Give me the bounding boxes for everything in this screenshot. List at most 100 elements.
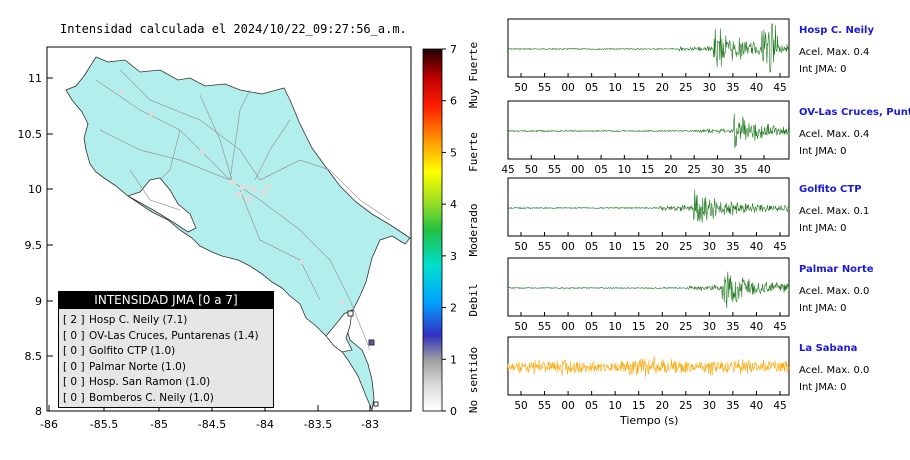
waveform-trace bbox=[507, 356, 790, 378]
waveform-trace bbox=[507, 271, 790, 309]
station-name: La Sabana bbox=[799, 343, 858, 354]
colorbar-category-label: Debil bbox=[467, 283, 480, 316]
road-network bbox=[95, 69, 391, 351]
waveform-tick-label: 45 bbox=[773, 400, 786, 412]
waveform-tick-label: 20 bbox=[656, 400, 669, 412]
waveform-tick-label: 05 bbox=[585, 241, 598, 253]
waveform-tick-label: 40 bbox=[757, 164, 770, 176]
station-name: Hosp C. Neily bbox=[799, 25, 874, 36]
station-name: Palmar Norte bbox=[799, 264, 874, 275]
colorbar-tick-label: 7 bbox=[450, 43, 457, 56]
map-x-tick-label: -84.5 bbox=[198, 418, 226, 431]
station-jma-intensity: Int JMA: 0 bbox=[799, 146, 847, 157]
map-y-tick-label: 8 bbox=[35, 405, 42, 418]
waveform-tick-label: 20 bbox=[656, 82, 669, 94]
waveform-tick-label: 10 bbox=[608, 82, 621, 94]
golfo-dulce bbox=[325, 309, 353, 353]
waveform-tick-label: 15 bbox=[632, 82, 645, 94]
map-y-tick-label: 9.5 bbox=[25, 239, 43, 252]
waveform-tick-label: 30 bbox=[703, 321, 716, 333]
colorbar-tick-label: 2 bbox=[450, 302, 457, 315]
waveform-panel: 50 55 00 05 10 15 20 25 30 35 40 45 bbox=[507, 336, 790, 412]
map-x-ticks: -86 -85.5 -85 -84.5 -84 -83.5 -83 bbox=[40, 405, 379, 431]
map-y-tick-label: 8.5 bbox=[25, 350, 43, 363]
waveform-tick-label: 00 bbox=[571, 164, 584, 176]
waveform-tick-label: 30 bbox=[711, 164, 724, 176]
legend-row: [ 0 ] OV-Las Cruces, Puntarenas (1.4) bbox=[59, 329, 273, 345]
waveform-tick-label: 20 bbox=[664, 164, 677, 176]
waveform-tick-label: 30 bbox=[703, 241, 716, 253]
waveform-tick-label: 35 bbox=[734, 164, 747, 176]
waveform-tick-label: 50 bbox=[514, 82, 527, 94]
waveform-tick-label: 30 bbox=[703, 82, 716, 94]
map-y-tick-label: 9 bbox=[35, 295, 42, 308]
waveform-panel: 50 55 00 05 10 15 20 25 30 35 40 45 bbox=[507, 18, 790, 94]
legend-row: [ 0 ] Golfito CTP (1.0) bbox=[59, 344, 273, 360]
waveform-tick-label: 10 bbox=[608, 241, 621, 253]
station-jma-intensity: Int JMA: 0 bbox=[799, 303, 847, 314]
map-y-tick-label: 10 bbox=[28, 183, 42, 196]
waveform-tick-label: 50 bbox=[514, 400, 527, 412]
legend-station: Hosp C. Neily (7.1) bbox=[89, 314, 188, 326]
station-jma-intensity: Int JMA: 0 bbox=[799, 64, 847, 75]
waveform-tick-label: 00 bbox=[561, 241, 574, 253]
waveform-tick-label: 05 bbox=[585, 400, 598, 412]
waveform-tick-label: 35 bbox=[726, 400, 739, 412]
legend-row: [ 0 ] Palmar Norte (1.0) bbox=[59, 360, 273, 376]
waveform-tick-label: 55 bbox=[538, 400, 551, 412]
map-x-tick-label: -86 bbox=[40, 418, 58, 431]
waveform-tick-label: 15 bbox=[641, 164, 654, 176]
waveform-tick-label: 10 bbox=[618, 164, 631, 176]
map-x-tick-label: -85 bbox=[150, 418, 168, 431]
map-y-ticks: 11 10.5 10 9.5 9 8.5 8 bbox=[18, 72, 53, 418]
station-jma-intensity: Int JMA: 0 bbox=[799, 223, 847, 234]
waveform-tick-label: 45 bbox=[773, 82, 786, 94]
waveform-trace bbox=[507, 189, 790, 223]
waveform-tick-label: 00 bbox=[561, 400, 574, 412]
waveform-tick-label: 35 bbox=[726, 241, 739, 253]
legend-title: INTENSIDAD JMA [0 a 7] bbox=[59, 292, 273, 309]
legend-station: Golfito CTP (1.0) bbox=[89, 345, 176, 357]
legend-level: [ 2 ] bbox=[63, 314, 85, 326]
station-marker bbox=[368, 339, 375, 346]
nicoya-inner-coast bbox=[127, 177, 197, 233]
waveform-tick-label: 40 bbox=[750, 82, 763, 94]
waveform-tick-label: 25 bbox=[679, 400, 692, 412]
legend-station: Bomberos C. Neily (1.0) bbox=[89, 391, 214, 404]
station-peak-acceleration: Acel. Max. 0.4 bbox=[799, 129, 870, 140]
waveform-tick-label: 25 bbox=[679, 82, 692, 94]
waveform-trace bbox=[507, 23, 790, 73]
colorbar-category-label: Muy Fuerte bbox=[467, 42, 480, 108]
colorbar-tick-label: 3 bbox=[450, 250, 457, 263]
waveform-panel: 50 55 00 05 10 15 20 25 30 35 40 45 bbox=[507, 177, 790, 253]
legend-level: [ 0 ] bbox=[63, 391, 85, 404]
waveform-tick-label: 40 bbox=[750, 321, 763, 333]
city-dots bbox=[120, 90, 344, 304]
legend-station: Hosp. San Ramon (1.0) bbox=[89, 376, 211, 388]
waveform-tick-label: 55 bbox=[538, 321, 551, 333]
waveform-tick-label: 45 bbox=[773, 241, 786, 253]
map-x-tick-label: -85.5 bbox=[90, 418, 118, 431]
waveform-tick-label: 00 bbox=[561, 321, 574, 333]
station-peak-acceleration: Acel. Max. 0.0 bbox=[799, 286, 870, 297]
costa-rica-land bbox=[65, 56, 411, 412]
legend-level: [ 0 ] bbox=[63, 376, 85, 388]
waveform-tick-label: 50 bbox=[525, 164, 538, 176]
waveform-trace bbox=[507, 113, 790, 148]
waveform-tick-label: 25 bbox=[679, 241, 692, 253]
waveform-tick-label: 30 bbox=[703, 400, 716, 412]
waveform-tick-label: 05 bbox=[585, 321, 598, 333]
station-peak-acceleration: Acel. Max. 0.4 bbox=[799, 47, 870, 58]
map-x-tick-label: -83.5 bbox=[304, 418, 332, 431]
map-x-tick-label: -84 bbox=[256, 418, 274, 431]
waveform-tick-label: 20 bbox=[656, 241, 669, 253]
waveform-panel: 50 55 00 05 10 15 20 25 30 35 40 45 bbox=[507, 257, 790, 333]
waveform-tick-label: 35 bbox=[726, 82, 739, 94]
waveform-tick-label: 50 bbox=[514, 241, 527, 253]
legend-rows: [ 2 ] Hosp C. Neily (7.1) [ 0 ] OV-Las Cruc… bbox=[59, 309, 273, 406]
colorbar-tick-label: 6 bbox=[450, 95, 457, 108]
station-name: Golfito CTP bbox=[799, 184, 862, 195]
legend-level: [ 0 ] bbox=[63, 345, 85, 357]
waveform-tick-label: 00 bbox=[561, 82, 574, 94]
legend-row: [ 0 ] Hosp. San Ramon (1.0) bbox=[59, 375, 273, 391]
